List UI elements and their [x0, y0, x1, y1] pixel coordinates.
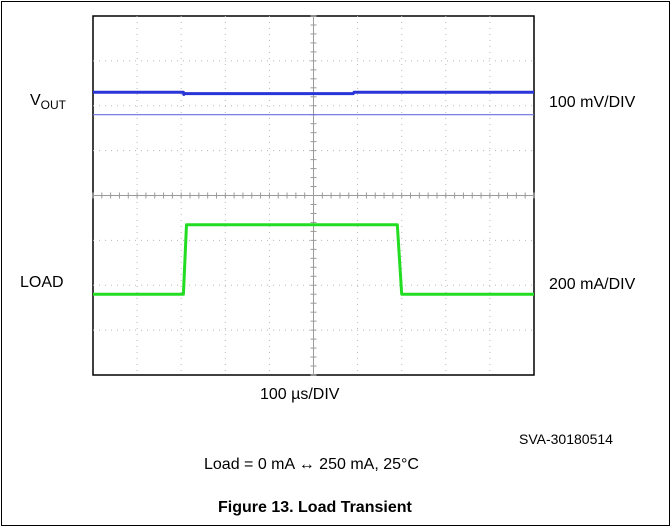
- vout-scale-label: 100 mV/DIV: [549, 94, 636, 111]
- vout-label: VOUT: [30, 92, 67, 112]
- traces: [93, 90, 534, 296]
- grid: [92, 15, 535, 376]
- time-scale-label: 100 µs/DIV: [260, 386, 340, 403]
- load-trace: [93, 223, 534, 296]
- load-label: LOAD: [20, 274, 64, 291]
- test-conditions: Load = 0 mA ↔ 250 mA, 25°C: [204, 456, 419, 473]
- document-id: SVA-30180514: [519, 431, 613, 447]
- vout-trace: [93, 90, 534, 96]
- load-scale-label: 200 mA/DIV: [549, 276, 636, 293]
- figure-caption: Figure 13. Load Transient: [218, 499, 412, 516]
